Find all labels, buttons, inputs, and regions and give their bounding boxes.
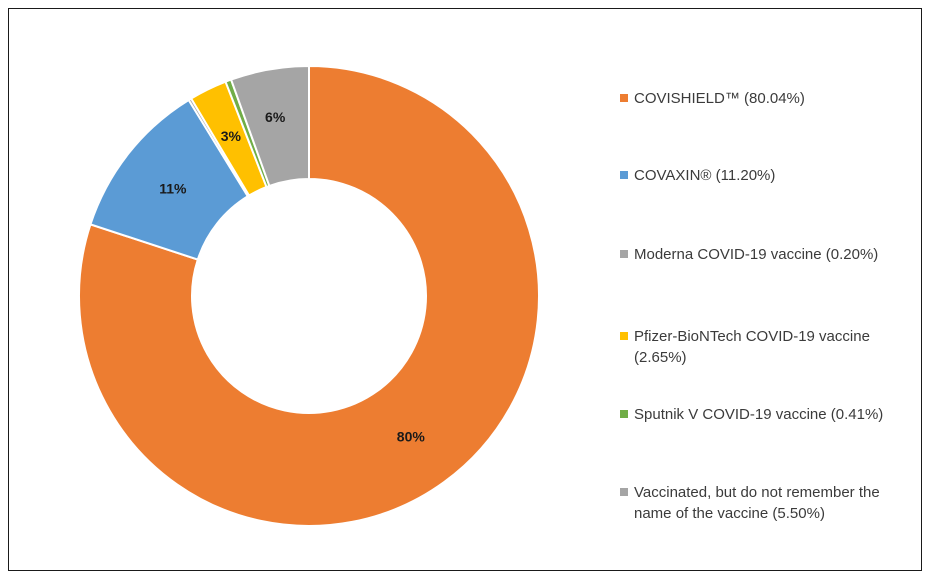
slice-6 xyxy=(229,64,310,188)
data-label-6: 6% xyxy=(265,109,286,125)
legend-swatch xyxy=(620,171,628,179)
data-label-1: 80% xyxy=(397,428,426,444)
legend-swatch xyxy=(620,250,628,258)
legend-item-pfizer: Pfizer-BioNTech COVID-19 vaccine (2.65%) xyxy=(620,326,890,368)
legend-swatch xyxy=(620,94,628,102)
legend-item-sputnik: Sputnik V COVID-19 vaccine (0.41%) xyxy=(620,404,920,425)
data-labels: 80% 11% 3% 6% xyxy=(159,109,425,444)
legend-item-covishield: COVISHIELD™ (80.04%) xyxy=(620,88,920,109)
data-label-4: 3% xyxy=(221,128,242,144)
legend-label: Moderna COVID-19 vaccine (0.20%) xyxy=(634,246,879,263)
slice-1 xyxy=(78,64,540,527)
legend-item-unknown: Vaccinated, but do not remember the name… xyxy=(620,482,890,524)
legend-label: Vaccinated, but do not remember the name… xyxy=(634,484,880,522)
legend-label: COVISHIELD™ (80.04%) xyxy=(634,90,805,107)
legend-swatch xyxy=(620,410,628,418)
data-label-2: 11% xyxy=(159,180,187,196)
legend-swatch xyxy=(620,488,628,496)
legend-swatch xyxy=(620,332,628,340)
legend-item-covaxin: COVAXIN® (11.20%) xyxy=(620,165,920,186)
donut-slices xyxy=(78,64,540,527)
legend-label: COVAXIN® (11.20%) xyxy=(634,167,776,184)
legend-item-moderna: Moderna COVID-19 vaccine (0.20%) xyxy=(620,244,920,265)
legend-label: Pfizer-BioNTech COVID-19 vaccine (2.65%) xyxy=(634,328,870,366)
legend-label: Sputnik V COVID-19 vaccine (0.41%) xyxy=(634,406,884,423)
